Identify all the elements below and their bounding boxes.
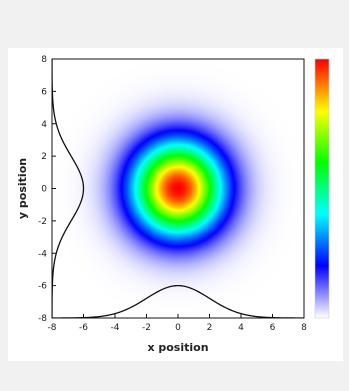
x-tick-label: -6 <box>79 323 88 333</box>
colorbar-gradient <box>315 59 329 318</box>
y-tick-label: -8 <box>38 314 47 324</box>
y-tick-label: -6 <box>38 282 47 292</box>
y-tick-label: 6 <box>41 87 47 97</box>
plot-area <box>51 58 305 319</box>
heatmap-image <box>52 59 304 318</box>
x-tick-label: -4 <box>111 323 120 333</box>
y-tick-label: 4 <box>41 120 47 130</box>
colorbar-frame <box>314 58 330 319</box>
x-tick-label: 8 <box>301 323 307 333</box>
x-tick-label: -8 <box>48 323 57 333</box>
y-axis: -8 -6 -4 -2 0 2 4 6 8 <box>38 55 56 324</box>
x-axis-label: x position <box>147 341 208 354</box>
y-tick-label: 0 <box>41 185 47 195</box>
y-tick-label: 2 <box>41 152 47 162</box>
y-profile-curve <box>52 59 85 318</box>
x-axis: -8 -6 -4 -2 0 2 4 6 8 <box>48 314 307 333</box>
x-tick-label: -2 <box>142 323 151 333</box>
x-tick-label: 2 <box>207 323 213 333</box>
y-tick-label: -4 <box>38 249 47 259</box>
x-tick-label: 0 <box>175 323 181 333</box>
x-profile-curve <box>52 284 304 318</box>
x-tick-label: 6 <box>270 323 276 333</box>
colorbar <box>314 58 330 319</box>
y-axis-label: y position <box>16 158 29 219</box>
x-tick-label: 4 <box>238 323 244 333</box>
y-tick-label: 8 <box>41 55 47 65</box>
y-tick-label: -2 <box>38 217 47 227</box>
